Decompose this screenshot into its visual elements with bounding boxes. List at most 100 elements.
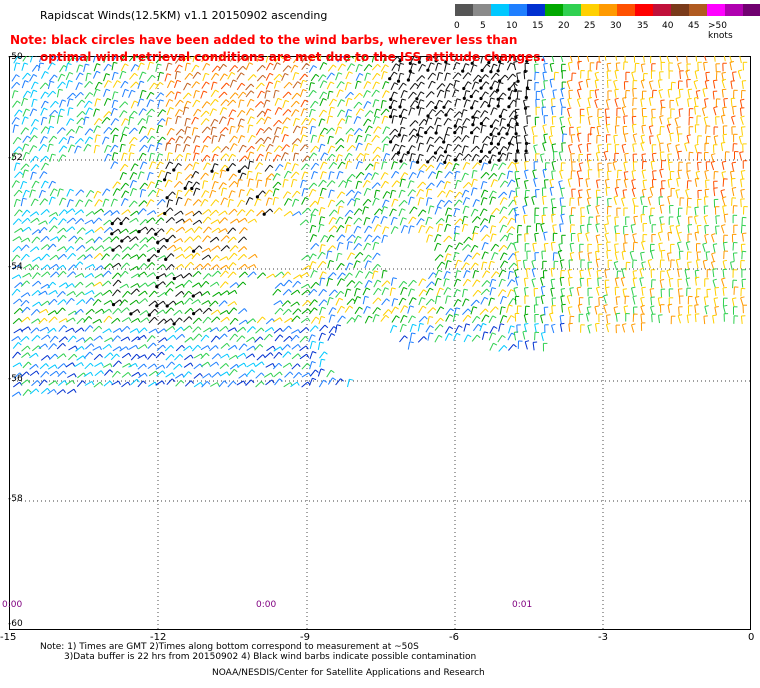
wind-barb-flag: [262, 272, 267, 276]
wind-barb: [273, 119, 280, 127]
wind-barb: [317, 134, 321, 143]
wind-barb: [327, 145, 332, 154]
wind-barb-flag: [179, 135, 184, 139]
wind-barb: [237, 281, 244, 289]
wind-barb: [301, 254, 309, 261]
wind-barb-flag: [244, 308, 248, 312]
contamination-dot: [147, 313, 151, 317]
wind-barb: [380, 180, 386, 189]
wind-barb: [667, 253, 670, 262]
wind-barb: [211, 172, 216, 181]
wind-barb: [155, 92, 162, 100]
wind-barb-flag: [312, 134, 318, 137]
wind-barb-flag: [244, 227, 248, 231]
wind-barb: [184, 62, 188, 72]
wind-barb: [328, 314, 332, 323]
wind-barb: [110, 127, 116, 135]
wind-barb-flag: [604, 150, 609, 153]
wind-barb: [372, 73, 378, 81]
wind-barb: [41, 253, 48, 261]
wind-barb: [227, 301, 235, 307]
wind-barb: [685, 242, 689, 251]
wind-barb: [247, 74, 254, 81]
wind-barb: [336, 171, 340, 180]
wind-barb: [345, 127, 352, 135]
wind-barb: [667, 154, 670, 163]
wind-barb: [274, 127, 278, 135]
wind-barb: [643, 56, 645, 63]
wind-barb-flag: [91, 219, 95, 224]
wind-barb-flag: [135, 299, 140, 304]
wind-barb: [622, 126, 625, 135]
wind-barb-flag: [126, 262, 130, 267]
wind-barb-flag: [321, 315, 326, 319]
wind-barb: [58, 197, 63, 206]
wind-barb: [74, 261, 81, 269]
wind-barb-flag: [473, 232, 479, 235]
wind-barb: [120, 80, 126, 89]
wind-barb: [346, 252, 352, 261]
wind-barb-flag: [332, 245, 336, 249]
wind-barb-flag: [31, 189, 36, 192]
wind-barb-flag: [51, 153, 56, 156]
wind-barb: [648, 215, 651, 224]
wind-barb: [531, 127, 535, 136]
wind-barb: [362, 198, 369, 206]
wind-barb-flag: [641, 63, 646, 65]
wind-barb: [337, 161, 343, 170]
wind-barb: [614, 226, 617, 235]
contamination-dot: [156, 276, 160, 280]
wind-barb-flag: [504, 180, 509, 184]
wind-barb-flag: [656, 133, 662, 136]
wind-barb-flag: [306, 272, 310, 277]
wind-barb-flag: [496, 207, 500, 212]
wind-barb-flag: [16, 198, 21, 202]
wind-barb: [38, 226, 45, 234]
wind-barb-flag: [503, 215, 508, 220]
wind-barb: [353, 296, 358, 305]
wind-barb: [523, 278, 527, 287]
wind-barb: [470, 245, 476, 253]
wind-barb-flag: [150, 144, 155, 147]
wind-barb-flag: [315, 243, 320, 247]
wind-barb: [40, 126, 46, 134]
wind-barb-flag: [279, 163, 284, 168]
wind-barb: [586, 206, 590, 215]
wind-barb-flag: [577, 170, 582, 172]
wind-barb-flag: [383, 269, 388, 272]
wind-barb: [59, 99, 63, 108]
wind-barb-flag: [62, 197, 67, 201]
wind-barb: [391, 143, 397, 152]
wind-barb-flag: [503, 197, 508, 200]
wind-barb: [722, 306, 726, 315]
wind-barb: [434, 243, 438, 251]
wind-barb-flag: [234, 208, 238, 213]
wind-barb-flag: [356, 288, 361, 291]
wind-barb: [569, 56, 573, 62]
wind-barb-flag: [24, 116, 29, 119]
wind-barb: [291, 315, 298, 322]
wind-barb: [247, 178, 251, 187]
wind-barb: [337, 206, 340, 215]
wind-barb: [112, 308, 119, 315]
wind-barb: [165, 161, 170, 170]
wind-barb-flag: [322, 171, 327, 174]
wind-barb-flag: [17, 136, 22, 141]
wind-barb-flag: [213, 81, 218, 84]
wind-barb: [29, 189, 33, 198]
wind-barb-flag: [641, 79, 646, 82]
colorbar-swatch: [671, 4, 689, 16]
wind-barb-flag: [447, 143, 452, 146]
wind-barb-flag: [421, 224, 426, 228]
contamination-dot: [388, 105, 392, 109]
wind-barb-flag: [542, 71, 547, 74]
wind-barb: [191, 127, 195, 136]
wind-barb: [139, 71, 143, 80]
wind-barb: [732, 72, 735, 81]
wind-barb: [515, 135, 518, 145]
wind-barb-flag: [464, 215, 469, 218]
wind-barb-flag: [455, 80, 460, 83]
wind-barb-flag: [421, 297, 426, 300]
wind-barb-flag: [214, 181, 219, 184]
wind-barb-flag: [624, 178, 629, 181]
